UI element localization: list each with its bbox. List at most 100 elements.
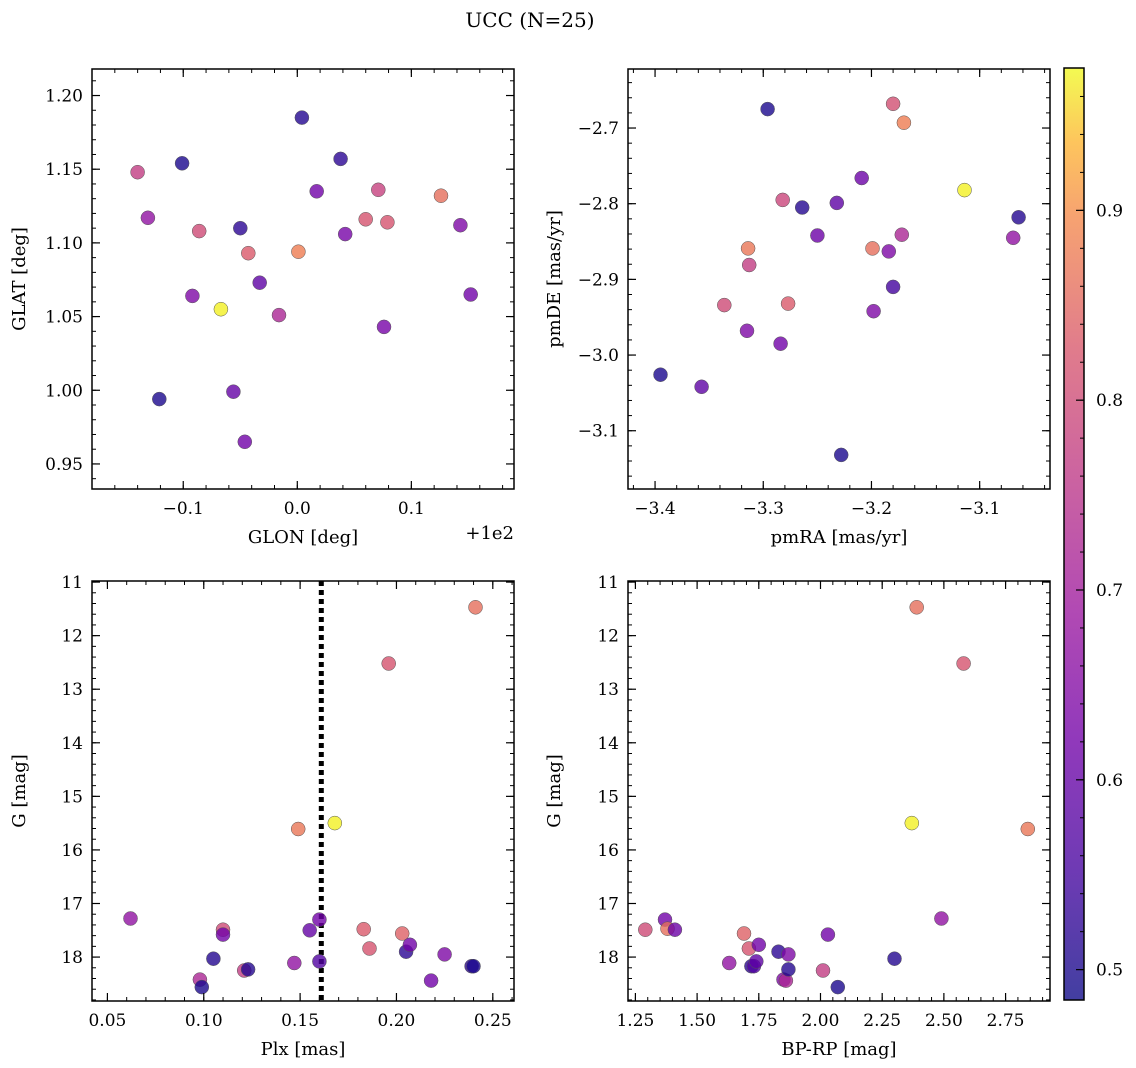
colorbar: 0.5 0.6 0.7 0.8 0.9 bbox=[1063, 67, 1123, 1001]
y-tick-label: 16 bbox=[61, 841, 83, 861]
x-axis-label: GLON [deg] bbox=[248, 527, 358, 548]
data-point bbox=[781, 947, 796, 962]
y-tick-label: 14 bbox=[61, 734, 83, 754]
x-tick-label: −3.1 bbox=[959, 499, 1000, 519]
y-tick-label: −3.1 bbox=[578, 422, 619, 442]
data-point bbox=[381, 656, 396, 671]
data-point bbox=[810, 228, 825, 243]
y-axis-label: G [mag] bbox=[9, 754, 30, 827]
data-point bbox=[934, 911, 949, 926]
data-point bbox=[185, 288, 200, 304]
data-point bbox=[333, 151, 348, 167]
y-tick-label: 13 bbox=[61, 680, 83, 700]
data-point bbox=[904, 815, 920, 831]
colorbar-tick-label: 0.6 bbox=[1096, 771, 1123, 791]
data-point bbox=[820, 927, 836, 942]
data-point bbox=[775, 192, 790, 208]
data-point bbox=[402, 937, 418, 953]
data-point bbox=[376, 319, 392, 335]
y-axis-label: pmDE [mas/yr] bbox=[544, 210, 565, 348]
data-point bbox=[291, 244, 306, 259]
data-point bbox=[739, 323, 755, 339]
data-point bbox=[1020, 821, 1036, 837]
x-tick-label: −3.3 bbox=[743, 499, 784, 519]
data-point bbox=[123, 911, 138, 926]
data-point bbox=[140, 210, 156, 226]
data-point bbox=[854, 170, 869, 186]
data-point bbox=[781, 962, 796, 977]
y-tick-label: 0.95 bbox=[45, 455, 83, 475]
axes-frame bbox=[627, 68, 1051, 490]
axes-frame bbox=[627, 580, 1051, 1002]
x-tick-label: 2.25 bbox=[863, 1011, 901, 1031]
x-tick-label: 1.50 bbox=[678, 1011, 716, 1031]
data-point bbox=[309, 184, 324, 199]
data-point bbox=[437, 947, 452, 962]
x-tick-label: −3.2 bbox=[851, 499, 892, 519]
x-tick-label: 0.05 bbox=[88, 1011, 126, 1031]
data-point bbox=[894, 227, 910, 242]
data-point bbox=[736, 926, 752, 941]
x-tick-label: 0.1 bbox=[398, 499, 425, 519]
data-point bbox=[780, 296, 796, 311]
data-point bbox=[773, 336, 788, 351]
data-point bbox=[667, 922, 683, 937]
data-point bbox=[194, 979, 210, 995]
x-tick-label: 1.25 bbox=[616, 1011, 654, 1031]
y-tick-label: 1.20 bbox=[45, 87, 83, 107]
data-point bbox=[213, 301, 229, 317]
y-axis-label: GLAT [deg] bbox=[9, 227, 30, 331]
data-point bbox=[290, 821, 306, 837]
data-point bbox=[751, 937, 767, 953]
y-tick-label: −3.0 bbox=[578, 346, 619, 366]
x-offset-label: +1e2 bbox=[465, 523, 514, 544]
x-tick-label: 2.00 bbox=[802, 1011, 840, 1031]
x-tick-label: 2.75 bbox=[987, 1011, 1025, 1031]
colorbar-tick-label: 0.8 bbox=[1096, 391, 1123, 411]
data-point bbox=[881, 244, 897, 259]
axes-frame bbox=[91, 580, 515, 1002]
data-point bbox=[749, 954, 764, 969]
data-point bbox=[371, 182, 386, 198]
colorbar-tick-label: 0.7 bbox=[1096, 581, 1123, 601]
x-tick-label: 0.25 bbox=[474, 1011, 512, 1031]
data-point bbox=[740, 241, 756, 256]
data-point bbox=[466, 958, 481, 974]
y-tick-label: 18 bbox=[597, 948, 619, 968]
data-point bbox=[241, 245, 256, 261]
data-point bbox=[362, 941, 377, 956]
data-point bbox=[152, 391, 167, 407]
figure-title: UCC (N=25) bbox=[465, 8, 594, 32]
x-tick-label: 0.15 bbox=[281, 1011, 319, 1031]
y-tick-label: −2.7 bbox=[578, 119, 619, 139]
y-tick-label: 15 bbox=[61, 787, 83, 807]
data-point bbox=[130, 164, 145, 180]
data-point bbox=[1011, 210, 1026, 225]
y-tick-label: 15 bbox=[597, 787, 619, 807]
colorbar-frame bbox=[1063, 67, 1085, 1001]
data-point bbox=[1005, 230, 1021, 246]
colorbar-tick-label: 0.5 bbox=[1096, 961, 1123, 981]
data-point bbox=[885, 279, 901, 295]
data-point bbox=[433, 188, 449, 203]
y-axis-label: G [mag] bbox=[544, 754, 565, 827]
x-axis-label: pmRA [mas/yr] bbox=[771, 527, 908, 548]
data-point bbox=[815, 963, 831, 978]
panel-plx-g: 0.05 0.10 0.15 0.20 0.25 11 12 13 14 15 16 17 18 Plx … bbox=[9, 573, 515, 1060]
data-point bbox=[226, 384, 241, 399]
data-point bbox=[453, 217, 468, 233]
data-point bbox=[956, 656, 971, 671]
data-point bbox=[760, 101, 775, 117]
data-point bbox=[638, 922, 653, 937]
data-point bbox=[380, 215, 395, 230]
data-point bbox=[463, 287, 478, 302]
axes-frame bbox=[91, 68, 515, 490]
data-point bbox=[271, 307, 287, 323]
data-point bbox=[694, 379, 709, 395]
data-point bbox=[794, 200, 810, 215]
y-tick-label: 14 bbox=[597, 734, 619, 754]
y-tick-label: 1.10 bbox=[45, 234, 83, 254]
data-point bbox=[721, 955, 737, 971]
data-point bbox=[287, 955, 302, 971]
data-point bbox=[174, 156, 190, 171]
